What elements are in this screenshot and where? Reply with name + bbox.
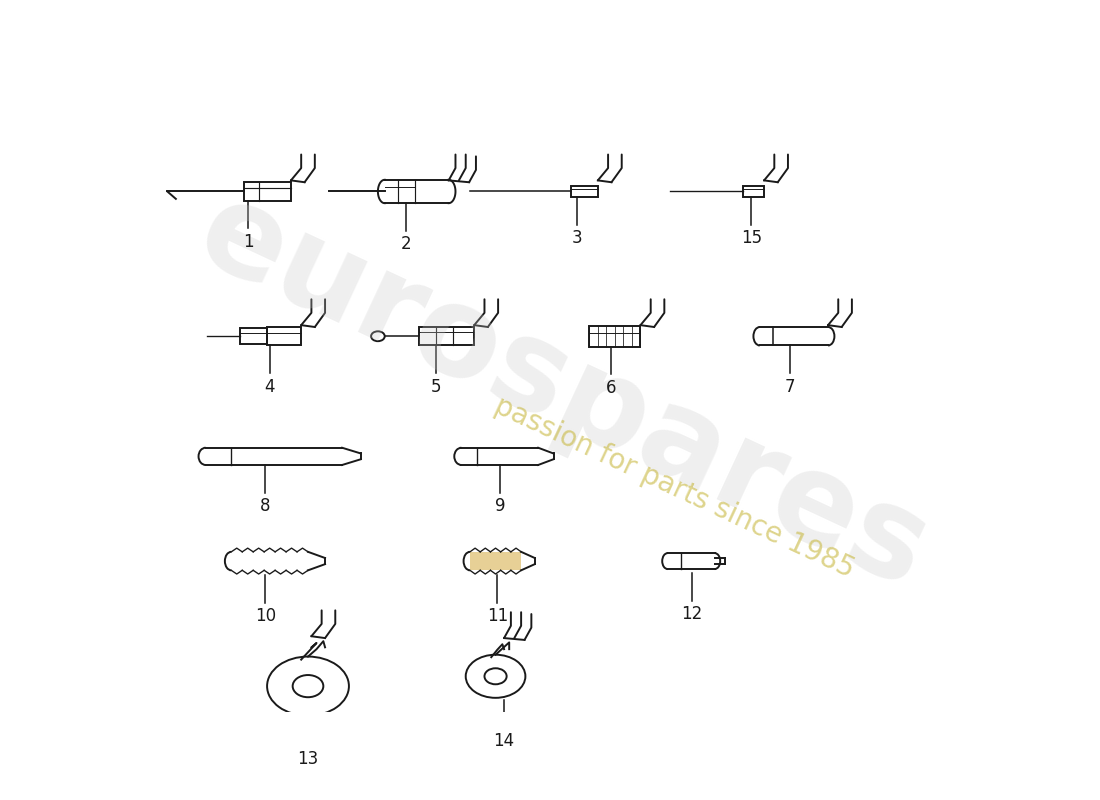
Text: 14: 14 bbox=[494, 732, 515, 750]
Bar bbox=[244, 182, 290, 201]
Text: 11: 11 bbox=[486, 607, 508, 626]
Text: 13: 13 bbox=[297, 750, 319, 768]
Text: 6: 6 bbox=[605, 378, 616, 397]
Bar bbox=[742, 186, 764, 197]
Text: 9: 9 bbox=[495, 497, 505, 515]
Bar bbox=[419, 327, 474, 346]
Text: 12: 12 bbox=[681, 605, 702, 623]
Bar bbox=[590, 326, 640, 346]
Text: eurospares: eurospares bbox=[180, 170, 947, 614]
Text: 4: 4 bbox=[264, 378, 275, 395]
Text: 7: 7 bbox=[784, 378, 795, 395]
Text: 5: 5 bbox=[430, 378, 441, 395]
Text: 8: 8 bbox=[260, 497, 271, 515]
Text: 10: 10 bbox=[255, 607, 276, 626]
Text: 3: 3 bbox=[571, 229, 582, 247]
Bar bbox=[240, 328, 267, 344]
Text: 2: 2 bbox=[400, 235, 411, 254]
Text: 15: 15 bbox=[740, 229, 762, 247]
Bar bbox=[470, 552, 521, 570]
Bar bbox=[571, 186, 597, 197]
Text: passion for parts since 1985: passion for parts since 1985 bbox=[491, 391, 859, 583]
Bar bbox=[267, 327, 301, 346]
Text: 1: 1 bbox=[243, 233, 254, 250]
